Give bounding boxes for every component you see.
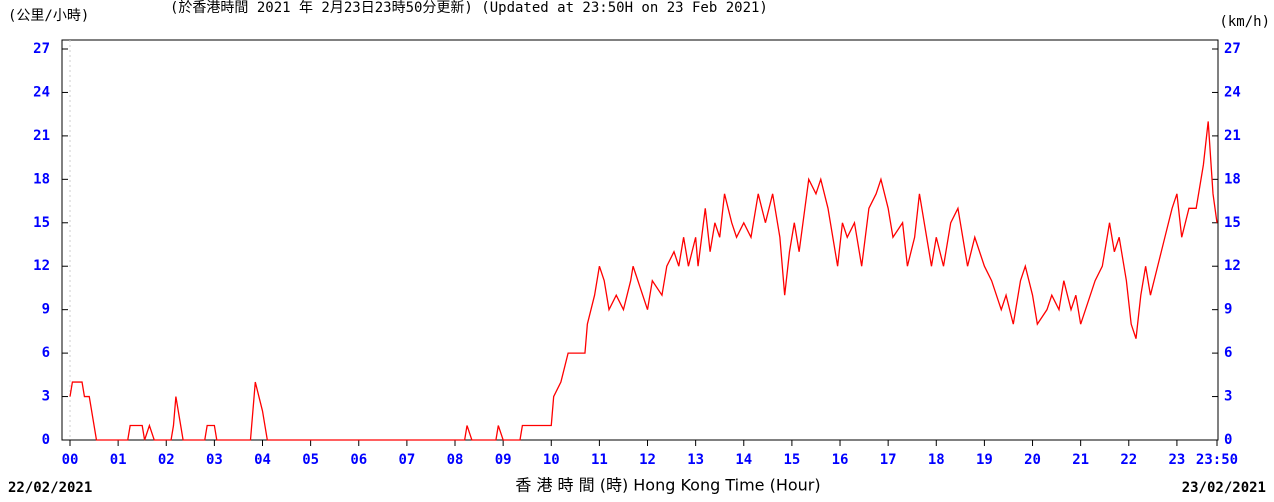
x-tick-label: 13 [687,452,704,468]
start-date: 22/02/2021 [8,480,92,496]
x-tick-label: 16 [832,452,849,468]
y2-tick-label: 27 [1224,41,1241,57]
x-axis-label: 香 港 時 間 (時) Hong Kong Time (Hour) [515,476,820,495]
x-tick-label: 12 [639,452,656,468]
x-tick-label: 06 [350,452,367,468]
data-line [69,121,1218,441]
y2-tick-label: 24 [1224,84,1241,100]
y-tick-label: 9 [42,302,50,318]
y2-axis-label: (km/h) [1219,14,1270,30]
x-tick-label: 09 [495,452,512,468]
x-tick-label: 18 [928,452,945,468]
x-tick-label: 22 [1120,452,1137,468]
y2-tick-label: 21 [1224,128,1241,144]
y2-tick-label: 18 [1224,171,1241,187]
x-tick-label: 11 [591,452,608,468]
plot-frame [61,39,1219,441]
x-tick-label: 00 [62,452,79,468]
y-tick-label: 3 [42,389,50,405]
x-tick-label: 14 [735,452,752,468]
y2-tick-label: 0 [1224,432,1232,448]
y2-tick-label: 3 [1224,389,1232,405]
x-tick-label: 20 [1024,452,1041,468]
y-tick-label: 15 [33,215,50,231]
x-tick-label: 02 [158,452,175,468]
x-tick-label: 01 [110,452,127,468]
x-tick-label: 19 [976,452,993,468]
x-tick-label: 21 [1072,452,1089,468]
x-tick-label: 03 [206,452,223,468]
y2-tick-label: 9 [1224,302,1232,318]
y-tick-label: 0 [42,432,50,448]
y-tick-label: 27 [33,41,50,57]
x-tick-label: 15 [783,452,800,468]
y-tick-label: 12 [33,258,50,274]
y2-tick-label: 15 [1224,215,1241,231]
end-date: 23/02/2021 [1182,480,1266,496]
y-axis-label: (公里/小時) [8,8,89,24]
x-tick-label: 08 [447,452,464,468]
x-tick-label: 23 [1168,452,1185,468]
x-tick-label: 07 [398,452,415,468]
x-tick-label: 23:50 [1196,452,1238,468]
y2-tick-label: 12 [1224,258,1241,274]
x-tick-label: 10 [543,452,560,468]
x-tick-label: 05 [302,452,319,468]
y2-tick-label: 6 [1224,345,1232,361]
x-tick-label: 17 [880,452,897,468]
chart-title: (於香港時間 2021 年 2月23日23時50分更新) (Updated at… [170,0,768,16]
y-tick-label: 21 [33,128,50,144]
x-tick-label: 04 [254,452,271,468]
y-tick-label: 18 [33,171,50,187]
y-tick-label: 24 [33,84,50,100]
y-tick-label: 6 [42,345,50,361]
